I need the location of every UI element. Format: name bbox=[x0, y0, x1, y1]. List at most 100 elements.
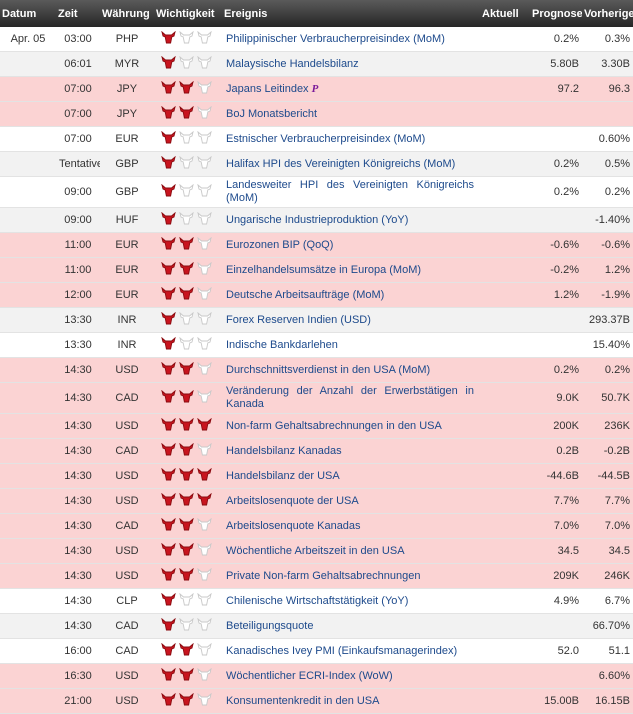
actual bbox=[480, 76, 530, 102]
bull-icon bbox=[179, 693, 194, 706]
event: Handelsbilanz der USA bbox=[222, 463, 480, 489]
previous-text: 1.2% bbox=[604, 264, 630, 276]
bull-shape bbox=[179, 543, 194, 556]
actual bbox=[480, 282, 530, 308]
time-text: 11:00 bbox=[64, 264, 92, 276]
time-text: Tentative bbox=[59, 158, 100, 170]
date bbox=[0, 151, 56, 177]
importance-icons bbox=[157, 443, 212, 456]
bull-shape bbox=[197, 312, 212, 325]
bull-shape bbox=[197, 493, 212, 506]
bull-shape bbox=[197, 131, 212, 144]
currency-text: INR bbox=[117, 314, 137, 326]
bull-shape bbox=[197, 618, 212, 631]
date bbox=[0, 613, 56, 639]
importance bbox=[154, 51, 222, 77]
column-header: Währung bbox=[100, 0, 154, 27]
bull-icon bbox=[179, 593, 194, 606]
forecast bbox=[530, 663, 582, 689]
currency: EUR bbox=[100, 126, 154, 152]
actual bbox=[480, 438, 530, 464]
event-row: 13:30 INR Indische Bankdarlehen 15.40% bbox=[0, 332, 633, 358]
previous: 50.7K bbox=[582, 382, 633, 414]
bull-icon bbox=[197, 81, 212, 94]
bull-shape bbox=[161, 156, 176, 169]
time: 11:00 bbox=[56, 257, 100, 283]
previous bbox=[582, 101, 633, 127]
event-text: Wöchentlicher ECRI-Index (WoW) bbox=[226, 669, 393, 682]
bull-icon bbox=[179, 262, 194, 275]
bull-shape bbox=[161, 518, 176, 531]
forecast: 9.0K bbox=[530, 382, 582, 414]
bull-shape bbox=[179, 643, 194, 656]
forecast-text: -0.2% bbox=[550, 264, 579, 276]
forecast-text: -0.6% bbox=[550, 239, 579, 251]
bull-icon bbox=[179, 56, 194, 69]
time: 13:30 bbox=[56, 307, 100, 333]
event-text: Konsumentenkredit in den USA bbox=[226, 694, 380, 707]
bull-icon bbox=[161, 156, 176, 169]
column-header: Datum bbox=[0, 0, 56, 27]
previous-text: 3.30B bbox=[601, 58, 630, 70]
bull-icon bbox=[161, 468, 176, 481]
forecast-text: 0.2% bbox=[553, 364, 579, 376]
bull-shape bbox=[197, 56, 212, 69]
forecast-text: 5.80B bbox=[550, 58, 579, 70]
bull-icon bbox=[197, 518, 212, 531]
event: Einzelhandelsumsätze in Europa (MoM) bbox=[222, 257, 480, 283]
importance bbox=[154, 688, 222, 714]
time: 14:30 bbox=[56, 513, 100, 539]
date bbox=[0, 51, 56, 77]
date bbox=[0, 282, 56, 308]
actual bbox=[480, 207, 530, 233]
bull-icon bbox=[161, 362, 176, 375]
bull-shape bbox=[161, 468, 176, 481]
previous: 15.40% bbox=[582, 332, 633, 358]
bull-shape bbox=[161, 390, 176, 403]
currency: CAD bbox=[100, 638, 154, 664]
importance-icons bbox=[157, 237, 212, 250]
time-text: 12:00 bbox=[64, 289, 92, 301]
time: 07:00 bbox=[56, 101, 100, 127]
currency-text: JPY bbox=[116, 83, 138, 95]
previous-text: 246K bbox=[604, 570, 630, 582]
event-row: 07:00 JPY BoJ Monatsbericht bbox=[0, 101, 633, 127]
forecast-text: 200K bbox=[553, 420, 579, 432]
event-row: 14:30 USD Non-farm Gehaltsabrechnungen in … bbox=[0, 413, 633, 439]
bull-icon bbox=[197, 156, 212, 169]
importance bbox=[154, 413, 222, 439]
bull-icon bbox=[179, 390, 194, 403]
date bbox=[0, 207, 56, 233]
forecast: 7.0% bbox=[530, 513, 582, 539]
table-header: Datum Zeit Währung Wichtigkeit Ereignis … bbox=[0, 0, 633, 27]
bull-icon bbox=[179, 568, 194, 581]
column-header: Ereignis bbox=[222, 0, 480, 27]
event-text: Arbeitslosenquote Kanadas bbox=[226, 519, 361, 532]
date bbox=[0, 563, 56, 589]
event-text: Deutsche Arbeitsaufträge (MoM) bbox=[226, 288, 385, 301]
bull-icon bbox=[179, 156, 194, 169]
time-text: 11:00 bbox=[64, 239, 92, 251]
bull-shape bbox=[179, 287, 194, 300]
event: Konsumentenkredit in den USA bbox=[222, 688, 480, 714]
event-text: Estnischer Verbraucherpreisindex (MoM) bbox=[226, 132, 426, 145]
bull-shape bbox=[197, 593, 212, 606]
bull-shape bbox=[179, 390, 194, 403]
previous: 96.3 bbox=[582, 76, 633, 102]
currency-text: USD bbox=[115, 420, 139, 432]
currency: INR bbox=[100, 307, 154, 333]
time-text: 16:30 bbox=[64, 670, 92, 682]
bull-icon bbox=[179, 237, 194, 250]
previous-text: 96.3 bbox=[608, 83, 630, 95]
bull-icon bbox=[179, 518, 194, 531]
forecast-text: 15.00B bbox=[544, 695, 579, 707]
time-text: 07:00 bbox=[64, 108, 92, 120]
importance bbox=[154, 27, 222, 52]
actual bbox=[480, 588, 530, 614]
event: Non-farm Gehaltsabrechnungen in den USA bbox=[222, 413, 480, 439]
time-text: 14:30 bbox=[64, 520, 92, 532]
forecast: 15.00B bbox=[530, 688, 582, 714]
bull-icon bbox=[197, 212, 212, 225]
currency: USD bbox=[100, 688, 154, 714]
